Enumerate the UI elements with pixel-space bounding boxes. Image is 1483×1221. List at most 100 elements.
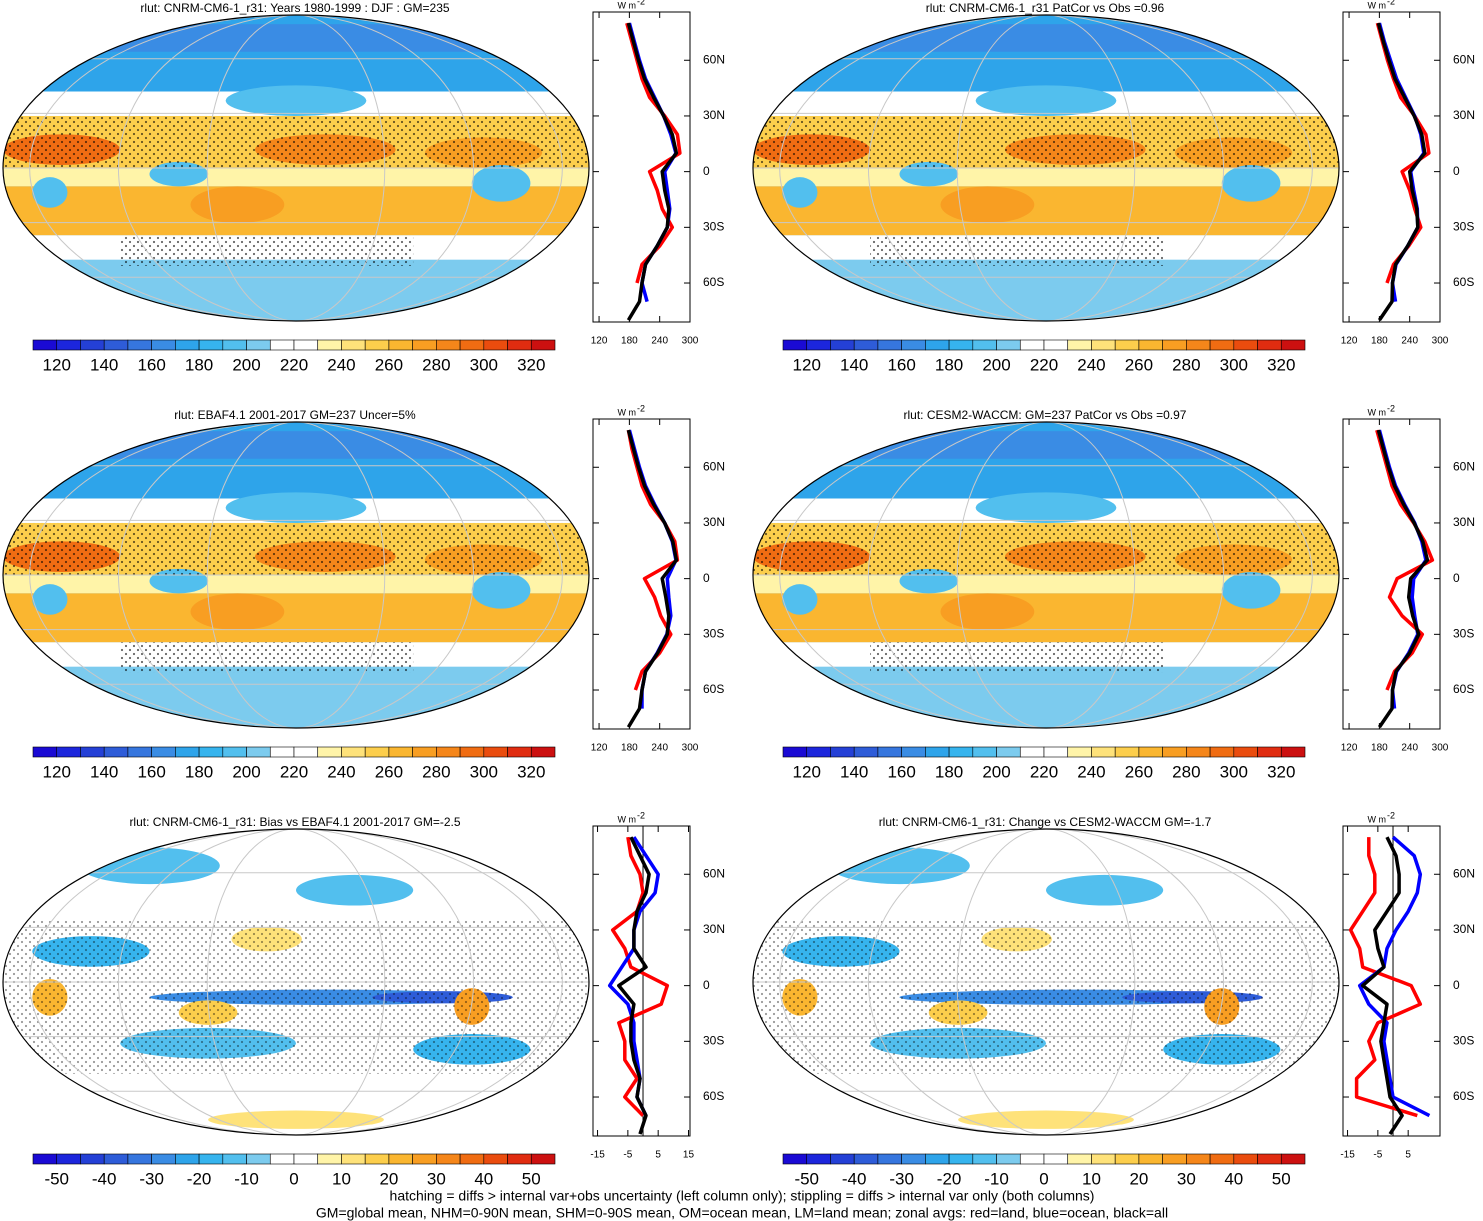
colorbar-box (1019, 746, 1045, 758)
x-tick-label: 300 (1432, 743, 1449, 754)
map (2, 828, 590, 1136)
y-tick-label: 30S (1453, 1034, 1474, 1048)
colorbar-label: 220 (280, 762, 308, 781)
colorbar-label: -10 (234, 1169, 259, 1188)
colorbar-label: 10 (332, 1169, 351, 1188)
map-blob (1221, 164, 1281, 202)
map-field (3, 422, 589, 728)
colorbar-label: 0 (289, 1169, 298, 1188)
colorbar-label: 300 (1220, 762, 1248, 781)
colorbar-box (1186, 339, 1211, 351)
colorbar-box (436, 1153, 461, 1165)
colorbar-box (1114, 746, 1140, 758)
x-tick-label: 300 (1432, 336, 1449, 347)
colorbar-box (925, 339, 950, 351)
map-band (3, 575, 589, 594)
map (2, 14, 590, 322)
map (2, 421, 590, 729)
panel-title: rlut: CNRM-CM6-1_r31: Change vs CESM2-WA… (879, 815, 1212, 829)
map-blob (1046, 874, 1164, 906)
colorbar-label: 140 (90, 762, 118, 781)
panel-title: rlut: CNRM-CM6-1_r31 PatCor vs Obs =0.96 (926, 1, 1165, 15)
colorbar-box (127, 1153, 152, 1165)
panel: rlut: CESM2-WACCM: GM=237 PatCor vs Obs … (752, 403, 1475, 781)
map-blob (782, 584, 818, 615)
colorbar-box (246, 1153, 271, 1165)
stippling (753, 522, 1339, 575)
colorbar-box (877, 746, 902, 758)
y-tick-label: 0 (1453, 978, 1460, 992)
colorbar-label: 320 (517, 762, 545, 781)
colorbar-label: 20 (379, 1169, 398, 1188)
map-band (3, 168, 589, 187)
colorbar-box (782, 746, 808, 758)
colorbar-label: 200 (982, 762, 1010, 781)
map-band (3, 431, 589, 459)
map-blob (190, 186, 285, 224)
colorbar-box (830, 339, 855, 351)
profile-line (1376, 429, 1430, 729)
y-tick-label: 30N (703, 922, 725, 936)
panel-title: rlut: CESM2-WACCM: GM=237 PatCor vs Obs … (904, 408, 1187, 422)
colorbar-box (925, 746, 950, 758)
colorbar-box (175, 339, 200, 351)
x-tick-label: 5 (1405, 1150, 1411, 1161)
colorbar-box (1162, 339, 1187, 351)
unit-label: W m (618, 0, 637, 10)
profile-frame (1342, 825, 1441, 1137)
colorbar-box (293, 1153, 319, 1165)
x-tick-label: 15 (683, 1150, 695, 1161)
colorbar-box (1280, 746, 1306, 758)
y-tick-label: 60S (1453, 275, 1474, 289)
colorbar-box (317, 339, 342, 351)
colorbar-label: 160 (137, 762, 165, 781)
x-tick-label: 300 (682, 336, 699, 347)
colorbar-label: 20 (1129, 1169, 1148, 1188)
colorbar-box (364, 746, 390, 758)
colorbar-box (459, 746, 485, 758)
colorbar-box (293, 339, 319, 351)
colorbar-box (530, 746, 556, 758)
unit-exponent: -2 (637, 403, 645, 413)
colorbar-label: 160 (137, 355, 165, 374)
unit-label: W m (618, 407, 637, 417)
colorbar-label: 280 (422, 355, 450, 374)
y-tick-label: 60S (703, 1089, 724, 1103)
colorbar-box (317, 1153, 342, 1165)
y-tick-label: 30S (1453, 627, 1474, 641)
x-tick-label: 120 (591, 336, 608, 347)
y-tick-label: 60N (703, 459, 725, 473)
colorbar-box (972, 746, 997, 758)
unit-exponent: -2 (1387, 0, 1395, 6)
colorbar-label: 50 (522, 1169, 541, 1188)
colorbar-box (269, 746, 295, 758)
colorbar-box (269, 1153, 295, 1165)
colorbar-label: 320 (517, 355, 545, 374)
colorbar-box (1257, 339, 1282, 351)
x-tick-label: -5 (1373, 1150, 1382, 1161)
colorbar-box (1233, 339, 1258, 351)
colorbar-label: 180 (935, 355, 963, 374)
colorbar-label: -20 (187, 1169, 212, 1188)
colorbar-label: -30 (139, 1169, 164, 1188)
map-outline (752, 14, 1340, 322)
panel: rlut: CNRM-CM6-1_r31 PatCor vs Obs =0.96… (752, 0, 1475, 374)
x-tick-label: 240 (1401, 336, 1418, 347)
profile-line (1357, 835, 1431, 1118)
map-blob (1221, 571, 1281, 609)
y-tick-label: 60N (1453, 459, 1475, 473)
colorbar-box (1162, 1153, 1187, 1165)
colorbar-label: -10 (984, 1169, 1009, 1188)
colorbar-box (388, 339, 413, 351)
colorbar-box (1280, 1153, 1306, 1165)
colorbar-box (364, 1153, 390, 1165)
colorbar-box (1186, 1153, 1211, 1165)
colorbar-box (103, 746, 129, 758)
colorbar-box (103, 339, 129, 351)
colorbar-label: 120 (43, 762, 71, 781)
map-blob (940, 593, 1035, 631)
colorbar-box (483, 1153, 508, 1165)
x-tick-label: 240 (1401, 743, 1418, 754)
map-outline (2, 828, 590, 1136)
